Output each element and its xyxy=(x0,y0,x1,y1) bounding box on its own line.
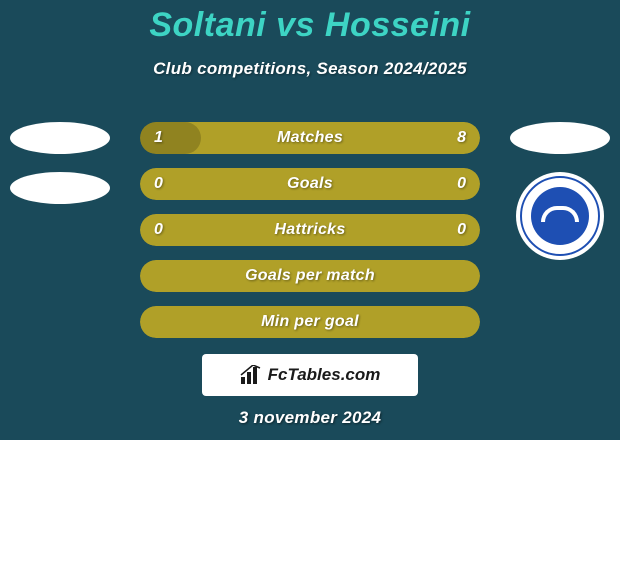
player-left-column xyxy=(10,122,110,204)
branding-badge: FcTables.com xyxy=(202,354,418,396)
page-title: Soltani vs Hosseini xyxy=(0,0,620,45)
branding-text: FcTables.com xyxy=(268,365,381,385)
branding-chart-icon xyxy=(240,365,262,385)
stat-label: Matches xyxy=(140,129,480,147)
stat-value-right: 8 xyxy=(457,122,466,154)
stat-row: Matches1 8 xyxy=(140,122,480,154)
stat-value-left: 1 xyxy=(154,122,163,154)
player-left-avatar xyxy=(10,122,110,154)
player-right-avatar xyxy=(510,122,610,154)
stat-value-left: 0 xyxy=(154,168,163,200)
date-label: 3 november 2024 xyxy=(0,408,620,428)
stat-row: Hattricks0 0 xyxy=(140,214,480,246)
page-subtitle: Club competitions, Season 2024/2025 xyxy=(0,59,620,79)
stat-row: Goals0 0 xyxy=(140,168,480,200)
player-right-club-badge xyxy=(516,172,604,260)
content: Soltani vs Hosseini Club competitions, S… xyxy=(0,0,620,580)
player-left-club-placeholder xyxy=(10,172,110,204)
stat-label: Goals xyxy=(140,175,480,193)
stat-label: Goals per match xyxy=(140,267,480,285)
player-right-column xyxy=(510,122,610,260)
stat-value-right: 0 xyxy=(457,214,466,246)
stats-container: Matches18Goals00Hattricks00Goals per mat… xyxy=(140,122,480,338)
stat-label: Min per goal xyxy=(140,313,480,331)
stat-row: Goals per match xyxy=(140,260,480,292)
stat-row: Min per goal xyxy=(140,306,480,338)
stat-label: Hattricks xyxy=(140,221,480,239)
stat-value-left: 0 xyxy=(154,214,163,246)
stat-value-right: 0 xyxy=(457,168,466,200)
